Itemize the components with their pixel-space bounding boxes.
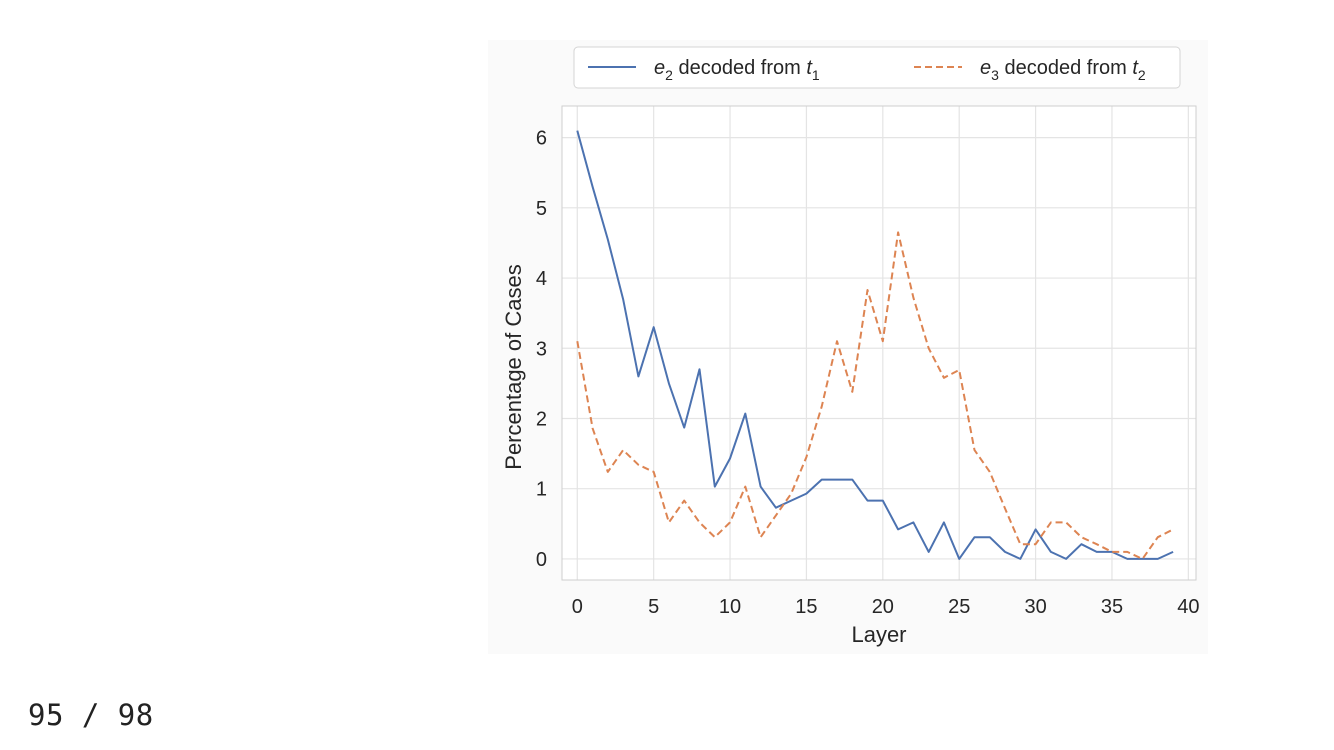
y-tick-label: 6 [536, 128, 547, 150]
page-counter: 95 / 98 [28, 698, 154, 732]
series-line-2 [576, 231, 1174, 560]
y-tick-label: 1 [536, 479, 547, 501]
y-tick-label: 4 [536, 268, 547, 290]
tick-labels: 0 5 10 15 20 25 30 35 40 0 1 2 3 4 5 6 [536, 128, 1200, 618]
y-tick-label: 2 [536, 408, 547, 430]
series-layer [576, 130, 1174, 560]
y-tick-label: 0 [536, 549, 547, 571]
legend-box [573, 46, 1181, 89]
x-tick-label: 5 [648, 596, 659, 618]
line-chart: 0 5 10 15 20 25 30 35 40 0 1 2 3 4 5 6 Layer Percentage… [501, 46, 1200, 647]
x-tick-label: 35 [1101, 596, 1123, 618]
x-tick-label: 25 [948, 596, 970, 618]
x-tick-label: 30 [1024, 596, 1046, 618]
legend-label-series-1: e2 decoded from t1 [654, 57, 820, 83]
y-tick-label: 3 [536, 338, 547, 360]
x-tick-label: 10 [719, 596, 741, 618]
x-tick-label: 0 [572, 596, 583, 618]
x-tick-label: 15 [795, 596, 817, 618]
series-line-1 [576, 130, 1174, 560]
legend-label-series-2: e3 decoded from t2 [980, 57, 1146, 83]
legend: e2 decoded from t1 e3 decoded from t2 [573, 46, 1181, 89]
plot-frame [561, 105, 1197, 581]
chart-panel: 0 5 10 15 20 25 30 35 40 0 1 2 3 4 5 6 Layer Percentage… [488, 40, 1208, 654]
y-axis-title: Percentage of Cases [501, 264, 526, 469]
y-tick-label: 5 [536, 198, 547, 220]
x-tick-label: 40 [1177, 596, 1199, 618]
x-axis-title: Layer [851, 622, 906, 647]
x-tick-label: 20 [872, 596, 894, 618]
